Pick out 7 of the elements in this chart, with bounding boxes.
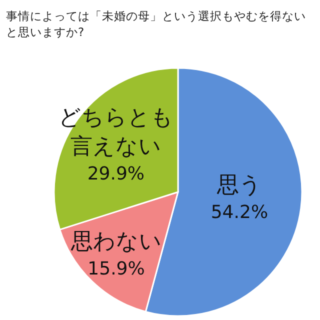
slice-label: 思わない <box>70 230 162 255</box>
data-label: 54.2% <box>210 202 268 224</box>
slice-label: どちらとも言えない <box>58 106 174 160</box>
data-label: 15.9% <box>88 258 145 280</box>
data-label: 29.9% <box>87 164 145 185</box>
chart-title: 事情によっては「未婚の母」という選択もやむを得ないと思いますか? <box>6 8 306 40</box>
slice-label: 思う <box>216 173 262 198</box>
